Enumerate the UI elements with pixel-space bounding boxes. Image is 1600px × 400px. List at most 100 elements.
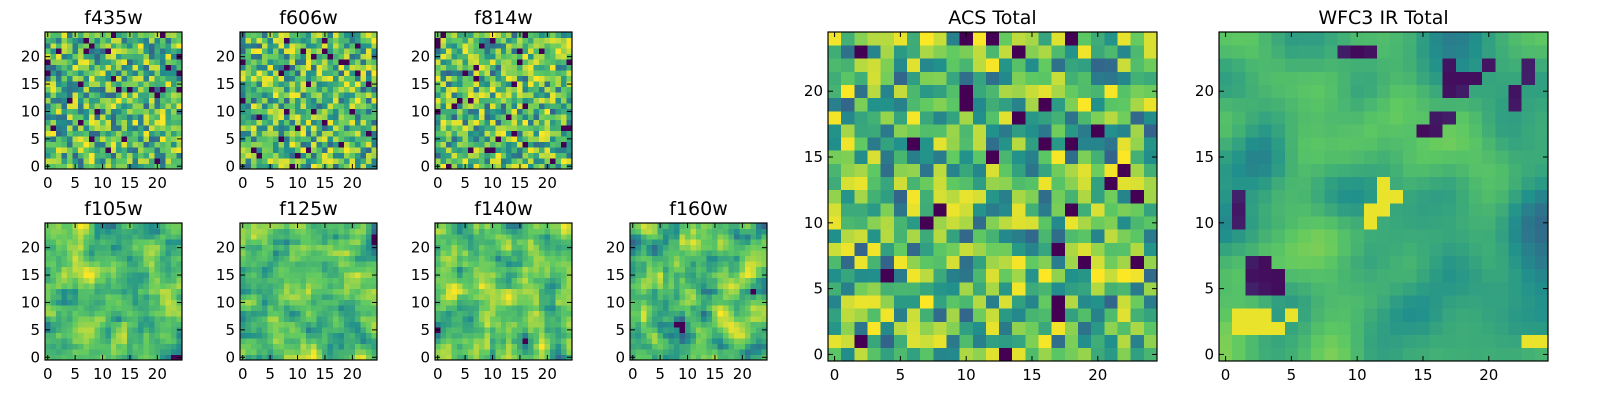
heatmap-cell — [66, 163, 73, 170]
heatmap-cell — [495, 114, 502, 120]
heatmap-cell — [240, 338, 246, 344]
heatmap-cell — [45, 75, 51, 82]
heatmap-cell — [999, 176, 1013, 191]
heatmap-cell — [745, 354, 751, 361]
heatmap-cell — [651, 349, 658, 355]
heatmap-cell — [478, 108, 485, 115]
heatmap-cell — [333, 86, 339, 93]
heatmap-cell — [138, 283, 144, 290]
heatmap-cell — [316, 299, 323, 306]
heatmap-cell — [451, 108, 458, 115]
heatmap-cell — [550, 152, 556, 159]
heatmap-cell — [728, 354, 735, 361]
x-tick-label: 10 — [483, 365, 502, 383]
heatmap-cell — [349, 75, 356, 82]
heatmap-cell — [555, 354, 562, 361]
heatmap-cell — [566, 239, 573, 246]
heatmap-cell — [72, 310, 79, 317]
heatmap-cell — [440, 288, 447, 295]
heatmap-cell — [360, 64, 367, 71]
heatmap-cell — [555, 136, 562, 142]
heatmap-cell — [171, 266, 177, 273]
heatmap-cell — [828, 268, 842, 283]
heatmap-cell — [662, 321, 669, 328]
heatmap-cell — [294, 316, 301, 322]
heatmap-cell — [360, 119, 367, 126]
heatmap-cell — [478, 244, 485, 251]
heatmap-cell — [360, 223, 367, 229]
heatmap-cell — [245, 338, 252, 344]
heatmap-cell — [333, 255, 339, 262]
heatmap-cell — [555, 70, 562, 77]
heatmap-cell — [256, 233, 263, 240]
y-tick-label: 10 — [411, 293, 430, 311]
heatmap-cell — [316, 288, 323, 295]
heatmap-cell — [121, 48, 128, 55]
heatmap-cell — [305, 114, 312, 120]
heatmap-cell — [539, 332, 545, 339]
heatmap-cell — [473, 283, 480, 290]
heatmap-cell — [138, 141, 144, 148]
heatmap-cell — [906, 189, 921, 204]
heatmap-cell — [289, 255, 296, 262]
heatmap-cell — [985, 282, 1000, 296]
heatmap-cell — [371, 103, 378, 110]
heatmap-cell — [566, 141, 573, 148]
heatmap-cell — [305, 86, 312, 93]
heatmap-cell — [333, 288, 339, 295]
heatmap-cell — [349, 147, 356, 153]
heatmap-cell — [316, 125, 323, 131]
heatmap-cell — [867, 295, 881, 309]
heatmap-cell — [267, 48, 274, 55]
heatmap-cell — [355, 163, 361, 170]
heatmap-cell — [500, 294, 507, 301]
heatmap-cell — [456, 48, 463, 55]
heatmap-cell — [906, 255, 921, 270]
heatmap-cell — [176, 338, 183, 344]
heatmap-cell — [344, 250, 350, 257]
heatmap-cell — [105, 53, 112, 60]
heatmap-cell — [61, 136, 68, 142]
heatmap-cell — [1038, 189, 1053, 204]
heatmap-cell — [841, 347, 855, 362]
heatmap-cell — [522, 310, 529, 317]
heatmap-cell — [946, 242, 960, 257]
heatmap-cell — [154, 119, 161, 126]
heatmap-cell — [338, 42, 345, 49]
heatmap-cell — [566, 42, 573, 49]
heatmap-cell — [55, 277, 62, 284]
heatmap-cell — [110, 305, 117, 311]
heatmap-cell — [283, 81, 290, 88]
heatmap-cell — [445, 338, 452, 344]
heatmap-cell — [1104, 216, 1118, 230]
heatmap-cell — [985, 216, 1000, 230]
heatmap-cell — [300, 349, 307, 355]
heatmap-cell — [435, 255, 441, 262]
heatmap-cell — [456, 136, 463, 142]
heatmap-cell — [528, 81, 534, 88]
heatmap-cell — [121, 147, 128, 153]
heatmap-cell — [500, 239, 507, 246]
heatmap-cell — [165, 321, 172, 328]
heatmap-cell — [717, 272, 724, 279]
heatmap-cell — [566, 158, 573, 164]
heatmap-cell — [88, 250, 95, 257]
heatmap-cell — [250, 299, 257, 306]
heatmap-cell — [539, 130, 545, 137]
heatmap-cell — [267, 114, 274, 120]
heatmap-cell — [511, 244, 518, 251]
heatmap-cell — [127, 299, 133, 306]
heatmap-cell — [539, 354, 545, 361]
heatmap-cell — [646, 343, 653, 350]
y-tick-label: 15 — [216, 266, 235, 284]
heatmap-cell — [99, 37, 106, 44]
heatmap-cell — [355, 321, 361, 328]
heatmap-cell — [880, 229, 895, 243]
heatmap-cell — [72, 119, 79, 126]
heatmap-cell — [500, 114, 507, 120]
heatmap-cell — [462, 86, 469, 93]
heatmap-cell — [489, 75, 496, 82]
heatmap-cell — [355, 266, 361, 273]
heatmap-cell — [539, 277, 545, 284]
heatmap-cell — [640, 294, 647, 301]
